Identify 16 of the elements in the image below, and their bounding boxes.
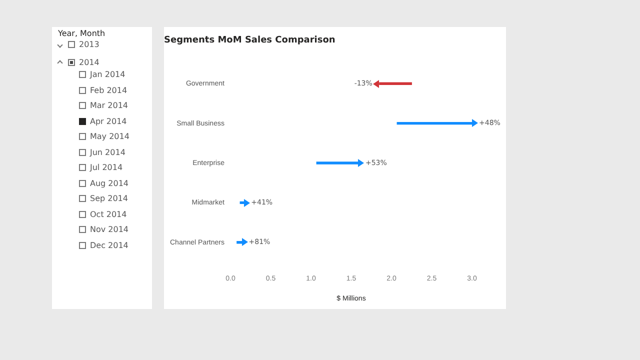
text: Apr 2014	[90, 116, 127, 126]
text: Feb 2014	[90, 86, 128, 94]
chart-title: Segments MoM Sales Comparison	[164, 36, 336, 46]
text: 2014	[79, 58, 100, 67]
text: Jan 2014	[90, 70, 126, 79]
text: May 2014	[90, 132, 130, 141]
text: Jul 2014	[90, 163, 123, 172]
text: Dec 2014	[90, 240, 128, 250]
text: 2013	[79, 40, 100, 49]
text: Year, Month	[58, 29, 106, 38]
text: Aug 2014	[90, 178, 129, 188]
text: Nov 2014	[90, 225, 129, 234]
text: Sep 2014	[90, 194, 128, 203]
text: Oct 2014	[90, 210, 127, 218]
text: Mar 2014	[90, 101, 128, 110]
text: Jun 2014	[90, 148, 126, 156]
